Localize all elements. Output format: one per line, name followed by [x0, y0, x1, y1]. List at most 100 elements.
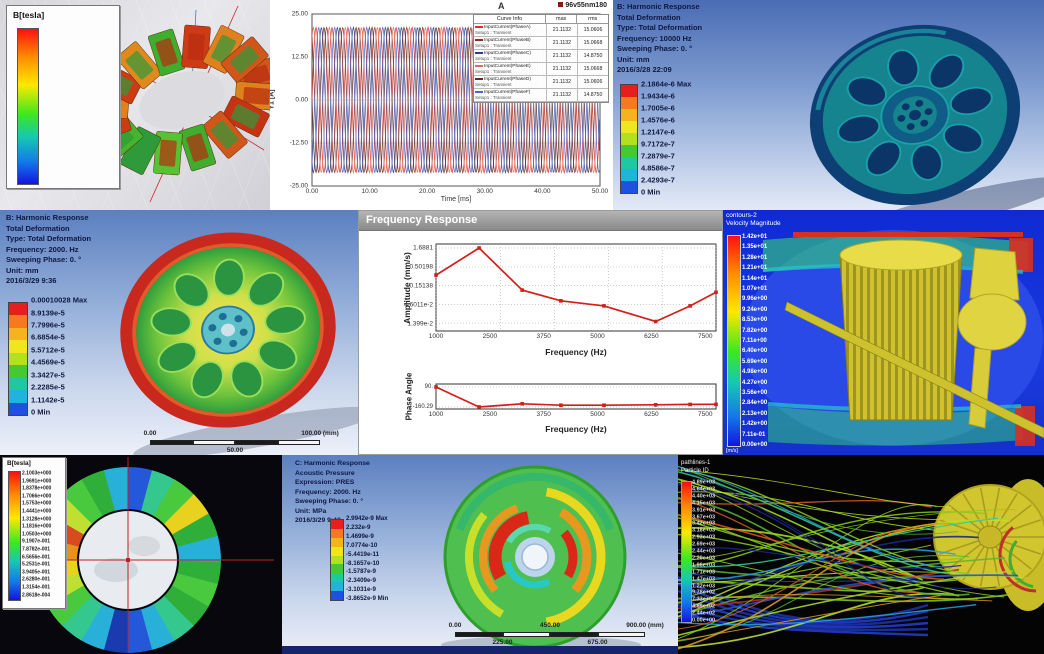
colorbar-label: 7.2879e-7: [641, 151, 675, 161]
colorbar: [681, 481, 692, 623]
colorbar-label: 0 Min: [641, 187, 661, 197]
colorbar-label: 1.9691e+000: [22, 478, 52, 485]
window-title: Frequency Response: [366, 214, 478, 226]
curve-rms: 15.0606: [583, 79, 603, 85]
curve-name: InputCurrent(PhaseA): [475, 25, 545, 30]
bolt-hole: [924, 108, 933, 116]
ruler-segment: [550, 632, 598, 637]
ring-segment: [127, 467, 154, 512]
legend-name-cell: InputCurrent(PhaseC) Setup1 : Transient: [474, 50, 547, 62]
bolt-hole: [901, 103, 910, 111]
ruler-label: 450.00: [540, 622, 560, 629]
colorbar-label: 2.13e+00: [742, 410, 768, 417]
ruler-segment: [150, 440, 193, 445]
info-line: 2016/3/29 9:36: [6, 276, 57, 285]
colorbar-label: 4.89e+03: [692, 479, 716, 486]
colorbar-label: 4.4569e-5: [31, 357, 65, 367]
streamline: [678, 517, 998, 568]
colorbar-label: 4.40e+03: [692, 493, 716, 500]
x-tick-label: 1000: [428, 411, 444, 418]
ring-segment: [102, 608, 129, 653]
decoration: [211, 34, 236, 64]
colorbar-label: 3.56e+00: [742, 390, 768, 396]
impeller-vane: [998, 504, 1032, 531]
colorbar-label: -1.5787e-9: [346, 568, 376, 576]
curve-label: InputCurrent(PhaseA): [484, 25, 531, 30]
colorbar-label: 1.47e+03: [692, 575, 716, 582]
x-tick-label: 7500: [697, 411, 713, 418]
streamline: [678, 469, 952, 508]
colorbar-label: 9.1907e-001: [22, 538, 51, 545]
ruler-label: 50.00: [226, 447, 244, 454]
colorbar-label: 5.69e+00: [742, 358, 768, 365]
colorbar-band: [621, 157, 637, 169]
colorbar-label: -8.1657e-10: [346, 559, 380, 567]
x-tick-label: 2500: [482, 333, 498, 340]
colorbar-label: 7.8782e-001: [22, 546, 51, 553]
colorbar-label: 2.4293e-7: [641, 175, 675, 185]
impeller-vane: [979, 547, 989, 587]
ruler-segment: [455, 632, 503, 637]
info-line: B: Harmonic Response: [617, 2, 700, 11]
data-marker: [602, 304, 606, 308]
colorbar-band: [331, 555, 343, 565]
hole: [213, 258, 245, 297]
colorbar-label: 1.07e+01: [742, 286, 768, 292]
colorbar-label: 2.44e+03: [692, 548, 716, 555]
colorbar-label: 1.5753e+000: [22, 500, 52, 507]
colorbar-band: [331, 582, 343, 592]
torus-segment: [153, 131, 183, 176]
x-tick-label: 30.00: [476, 188, 493, 195]
y-tick-label: 0.00: [295, 96, 308, 104]
x-tick-label: 50.00: [591, 188, 609, 195]
ring-segment: [47, 493, 94, 536]
colorbar-label: 4.64e+03: [692, 486, 716, 493]
curve-label: InputCurrent(PhaseE): [484, 64, 531, 69]
hole: [865, 140, 902, 177]
bolt-hole: [906, 123, 915, 130]
shadow: [133, 406, 358, 455]
frequency-response-charts: [434, 243, 718, 410]
panel-current-plot: A 96v55nm180 Y1 [A] 25.00 12.50 0.00 -12.50…: [270, 0, 614, 210]
streamline: [678, 544, 932, 600]
hole: [230, 360, 264, 398]
info-line: Unit: mm: [617, 54, 650, 64]
info-line: Acoustic Pressure: [295, 469, 355, 477]
colorbar-band: [9, 303, 27, 316]
hole: [928, 53, 965, 90]
hole: [887, 49, 920, 87]
torus-segment: [220, 36, 269, 83]
colorbar-band: [9, 352, 27, 366]
data-marker: [653, 319, 658, 324]
colorbar: [8, 302, 28, 416]
swirl-red: [998, 526, 1037, 593]
amplitude-x-axis-label: Frequency (Hz): [545, 347, 607, 357]
legend-name-cell: InputCurrent(PhaseE) Setup1 : Transient: [474, 63, 547, 75]
x-tick-label: 5000: [590, 333, 605, 340]
stator-section-render: [8, 457, 274, 653]
curve-setup: Setup1 : Transient: [475, 43, 512, 48]
curve-swatch: [475, 90, 483, 93]
streamline: [678, 526, 924, 581]
colorbar-label: 1.71e+03: [692, 568, 716, 575]
propeller-blade-top: [969, 247, 1020, 301]
data-marker: [520, 401, 524, 406]
current-curve: [312, 25, 600, 175]
colorbar-label: 2.8618e-004: [22, 592, 51, 599]
colorbar-labels: 2.1864e-6 Max 1.9434e-6 1.7005e-6 1.4576e-6…: [613, 0, 813, 210]
curve-setup: Setup1 : Transient: [475, 30, 512, 35]
bolt-hole: [897, 114, 906, 122]
info-line: Frequency: 2000. Hz: [295, 488, 361, 496]
contour-red-edge: [793, 232, 1023, 237]
colorbar-band: [9, 377, 27, 391]
colorbar-band: [621, 97, 637, 109]
curve-rms: 15.0668: [583, 40, 603, 46]
colorbar-label: 3.91e+03: [692, 506, 716, 513]
legend-box: B[tesla] 2.1003e+000 1.9691e+000 1.8378e+0…: [2, 457, 66, 609]
legend-name-cell: InputCurrent(PhaseA) Setup1 : Transient: [474, 24, 547, 36]
legend-header-row: Curve Info max rms: [474, 15, 608, 24]
panel-pathlines: pathlines-1 Particle ID 4.89e+03 4.64e+03…: [678, 455, 1044, 654]
streamline: [678, 595, 941, 641]
curve-rms: 14.8750: [583, 92, 603, 98]
colorbar-label: 1.1142e-5: [31, 394, 65, 404]
